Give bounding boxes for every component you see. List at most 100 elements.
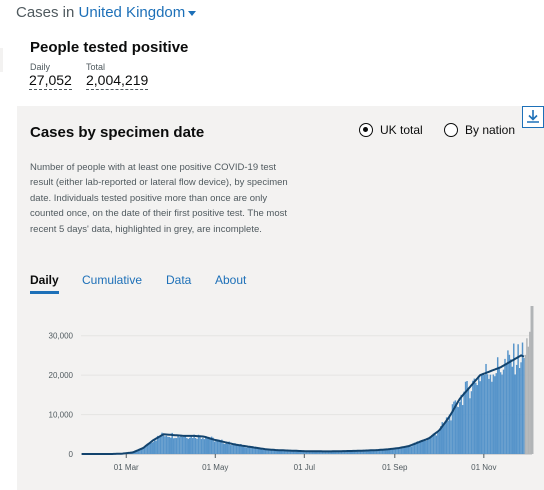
daily-bar — [172, 438, 175, 454]
daily-bar — [241, 446, 244, 454]
area-name[interactable]: United Kingdom — [78, 4, 186, 21]
daily-bar — [380, 449, 382, 454]
chart-card: Cases by specimen date UK total By natio… — [17, 106, 544, 490]
daily-bar — [278, 449, 280, 454]
daily-bar — [403, 446, 406, 454]
daily-bar — [267, 448, 270, 454]
daily-bar — [202, 437, 204, 454]
caret-down-icon[interactable] — [188, 10, 197, 16]
daily-bar — [477, 375, 480, 454]
daily-bar — [340, 450, 343, 454]
daily-bar — [250, 447, 252, 454]
tab-data[interactable]: Data — [166, 273, 192, 287]
daily-bar — [152, 442, 154, 454]
daily-bar — [461, 405, 464, 454]
daily-bar — [364, 449, 366, 454]
daily-bar — [371, 450, 373, 454]
daily-bar — [396, 447, 398, 454]
daily-bar — [311, 451, 314, 454]
daily-bar — [216, 439, 219, 454]
daily-bar — [368, 450, 370, 454]
daily-bar — [251, 446, 254, 454]
radio-selected-icon[interactable] — [359, 123, 373, 137]
download-icon[interactable] — [522, 106, 544, 128]
daily-bar — [513, 343, 515, 454]
daily-bar — [378, 449, 381, 454]
daily-bar — [313, 451, 315, 454]
daily-bar — [432, 433, 435, 454]
daily-bar — [288, 450, 290, 454]
daily-bar — [419, 440, 422, 454]
daily-bar — [148, 444, 150, 454]
daily-bar — [422, 441, 424, 454]
daily-bar — [464, 381, 467, 454]
daily-bar — [197, 434, 200, 454]
daily-bar — [514, 374, 516, 454]
daily-bar — [321, 451, 324, 454]
daily-bar — [232, 444, 235, 454]
daily-bar — [237, 444, 239, 454]
daily-bar — [444, 421, 446, 454]
card-title: Cases by specimen date — [30, 124, 205, 141]
tab-cumulative[interactable]: Cumulative — [82, 273, 143, 287]
daily-bar — [352, 450, 354, 454]
tab-daily[interactable]: Daily — [30, 273, 59, 294]
x-axis-ticks: 01 Mar 01 May 01 Jul 01 Sep 01 Nov — [114, 454, 497, 472]
daily-bar — [181, 436, 184, 454]
daily-bar — [272, 449, 274, 454]
total-value[interactable]: 2,004,219 — [86, 72, 149, 90]
daily-bar — [383, 449, 385, 454]
left-edge-marker — [0, 48, 3, 72]
daily-bar — [221, 439, 223, 454]
daily-bar — [194, 437, 197, 454]
area-selector[interactable]: Cases in United Kingdom — [16, 4, 197, 21]
daily-bar — [482, 374, 484, 454]
daily-bar — [273, 449, 276, 454]
bars — [113, 342, 525, 454]
daily-bar — [413, 442, 416, 454]
daily-bar — [508, 354, 511, 454]
daily-bar — [231, 445, 233, 454]
incomplete-bar — [526, 338, 528, 454]
radio-by-nation[interactable]: By nation — [444, 123, 515, 137]
daily-bar — [283, 450, 286, 454]
daily-bar — [515, 364, 518, 454]
daily-bar — [336, 451, 338, 454]
daily-bar — [158, 436, 160, 454]
daily-bar — [184, 435, 187, 454]
daily-bar — [289, 450, 292, 454]
daily-bar — [442, 423, 445, 454]
daily-bar — [362, 451, 365, 454]
daily-bar — [470, 391, 473, 454]
daily-bar — [361, 450, 363, 454]
radio-empty-icon[interactable] — [444, 123, 458, 137]
daily-bar — [441, 422, 443, 454]
daily-bar — [434, 433, 436, 454]
radio-uk-total[interactable]: UK total — [359, 123, 423, 137]
daily-bar — [381, 450, 384, 454]
daily-bar — [261, 449, 264, 454]
daily-value[interactable]: 27,052 — [29, 72, 72, 90]
daily-bar — [203, 439, 206, 454]
daily-bar — [224, 444, 226, 454]
daily-bar — [299, 450, 302, 454]
daily-bar — [279, 450, 281, 454]
daily-bar — [399, 447, 401, 454]
daily-bar — [518, 368, 521, 454]
daily-bar — [219, 440, 222, 454]
summary-title: People tested positive — [30, 39, 189, 56]
daily-bar — [209, 438, 211, 454]
daily-bar — [457, 407, 460, 454]
daily-bar — [410, 446, 413, 454]
daily-bar — [266, 449, 268, 454]
tab-about[interactable]: About — [215, 273, 247, 287]
daily-bar — [467, 388, 470, 454]
daily-bar — [390, 448, 392, 454]
daily-bar — [218, 439, 220, 454]
daily-bar — [245, 447, 248, 454]
daily-bar — [406, 445, 408, 454]
daily-bar — [276, 450, 279, 454]
daily-bar — [423, 439, 426, 454]
x-tick-label: 01 Sep — [382, 463, 408, 472]
